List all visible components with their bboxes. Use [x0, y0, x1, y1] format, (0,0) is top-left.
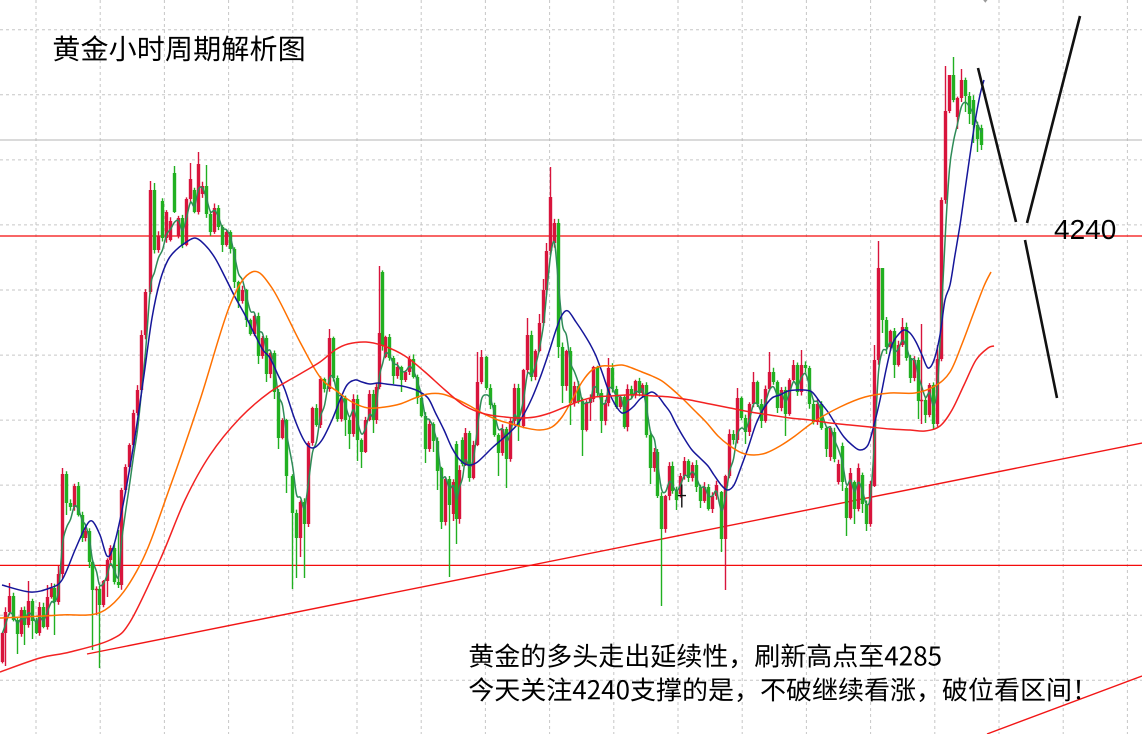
svg-text:4240: 4240 — [1054, 214, 1116, 245]
